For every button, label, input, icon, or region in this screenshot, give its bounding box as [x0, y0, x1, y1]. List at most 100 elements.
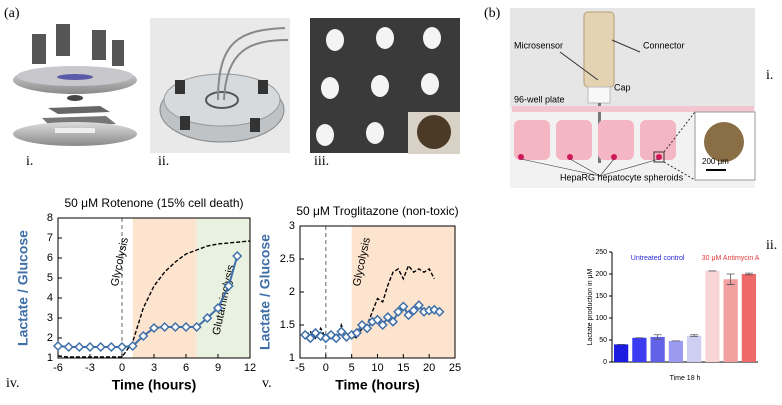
y-tick-label: 150: [595, 293, 607, 300]
y-tick-label: 3: [289, 220, 295, 232]
data-point: [351, 327, 362, 338]
y-tick-label: 100: [595, 315, 607, 322]
y-tick-label: 2: [47, 332, 53, 344]
photo-sensor-plate: [510, 8, 756, 188]
annotation: Glycolysis: [109, 236, 131, 287]
data-point: [202, 312, 213, 324]
data-point: [84, 341, 96, 353]
bar: [705, 270, 720, 362]
y-axis-label: Lactate / Glucose: [15, 230, 31, 346]
bar: [632, 337, 647, 362]
data-point: [387, 316, 399, 327]
error-bar: [653, 334, 662, 340]
panel-label: (b): [484, 6, 501, 21]
y-tick-label: 0: [603, 359, 607, 366]
y-tick-label: 2.5: [280, 253, 295, 265]
data-point: [159, 321, 170, 333]
y-tick-label: 2: [289, 286, 295, 298]
data-point: [95, 341, 106, 353]
data-point: [372, 314, 383, 325]
panel-label: iii.: [314, 154, 329, 169]
bar: [741, 274, 756, 362]
data-point: [434, 306, 445, 317]
x-axis-label: Time 18 h: [670, 375, 701, 382]
data-point: [403, 310, 414, 321]
x-tick-label: 25: [449, 362, 461, 374]
photo-label: Cap: [614, 82, 631, 92]
x-tick-label: 3: [151, 362, 157, 374]
data-point: [74, 341, 85, 353]
photo-label: Connector: [643, 40, 685, 50]
x-tick-label: -5: [295, 362, 305, 374]
y-tick-label: 200: [595, 271, 607, 278]
bar: [614, 344, 629, 362]
data-point: [138, 330, 149, 342]
data-line: [57, 240, 251, 358]
data-point: [127, 340, 138, 352]
bar: [687, 335, 702, 362]
x-tick-label: -6: [53, 362, 63, 374]
data-point: [52, 340, 64, 352]
photo-label: 96-well plate: [514, 94, 565, 104]
data-point: [377, 319, 388, 331]
x-tick-label: 12: [244, 362, 256, 374]
x-axis-label: Time (hours): [335, 377, 420, 393]
panel-label: ii.: [158, 154, 169, 169]
y-tick-label: 4: [47, 292, 53, 304]
data-point: [191, 321, 202, 333]
y-tick-label: 1: [47, 352, 53, 364]
x-tick-label: 9: [215, 362, 221, 374]
x-axis-label: Time (hours): [112, 377, 197, 393]
y-tick-label: 50: [599, 337, 607, 344]
panel-label: (a): [4, 6, 20, 21]
y-tick-label: 7: [47, 232, 53, 244]
data-point: [408, 305, 419, 316]
data-point: [398, 301, 409, 312]
y-tick-label: 250: [595, 249, 607, 256]
y-axis-label: Lactate production in μM: [587, 268, 594, 345]
error-bar: [744, 272, 753, 276]
y-tick-label: 6: [47, 252, 53, 264]
shaded-region: [351, 226, 455, 358]
photo-label: HepaRG hepatocyte spheroids: [560, 172, 684, 182]
error-bar: [690, 334, 699, 337]
x-tick-label: -3: [85, 362, 95, 374]
panel-label: i.: [766, 68, 773, 83]
y-tick-label: 3: [47, 312, 53, 324]
x-tick-label: 5: [349, 362, 355, 374]
photo-device: [150, 18, 290, 153]
data-point: [413, 300, 424, 311]
error-bar: [726, 273, 735, 285]
data-point: [300, 329, 311, 340]
data-point: [63, 341, 74, 353]
panel-label: iv.: [6, 376, 19, 391]
chart-title: 50 μM Troglitazone (non-toxic): [296, 204, 458, 218]
legend-label: Untreated control: [631, 255, 685, 262]
data-point: [170, 321, 181, 333]
shaded-region: [196, 218, 250, 358]
x-tick-label: 10: [371, 362, 383, 374]
x-tick-label: 0: [323, 362, 329, 374]
x-tick-label: 20: [423, 362, 435, 374]
panel-label: i.: [26, 154, 33, 169]
scale-bar-label: 200 μm: [702, 157, 729, 166]
panel-label: v.: [262, 376, 272, 391]
data-point: [305, 333, 316, 344]
bar: [650, 336, 665, 362]
legend-label: 30 μM Antimycin A: [702, 255, 760, 262]
bar: [723, 279, 738, 362]
data-point: [336, 326, 347, 337]
data-point: [212, 302, 224, 314]
x-tick-label: 15: [397, 362, 409, 374]
bar: [668, 340, 683, 362]
data-point: [106, 341, 117, 353]
photo-microwells: [310, 18, 460, 154]
data-point: [393, 306, 404, 317]
photo-device-exploded: [13, 24, 137, 146]
y-tick-label: 1: [289, 352, 295, 364]
photo-label: Microsensor: [514, 40, 563, 50]
y-tick-label: 1.5: [280, 319, 295, 331]
x-tick-label: 0: [119, 362, 125, 374]
data-point: [116, 341, 128, 353]
